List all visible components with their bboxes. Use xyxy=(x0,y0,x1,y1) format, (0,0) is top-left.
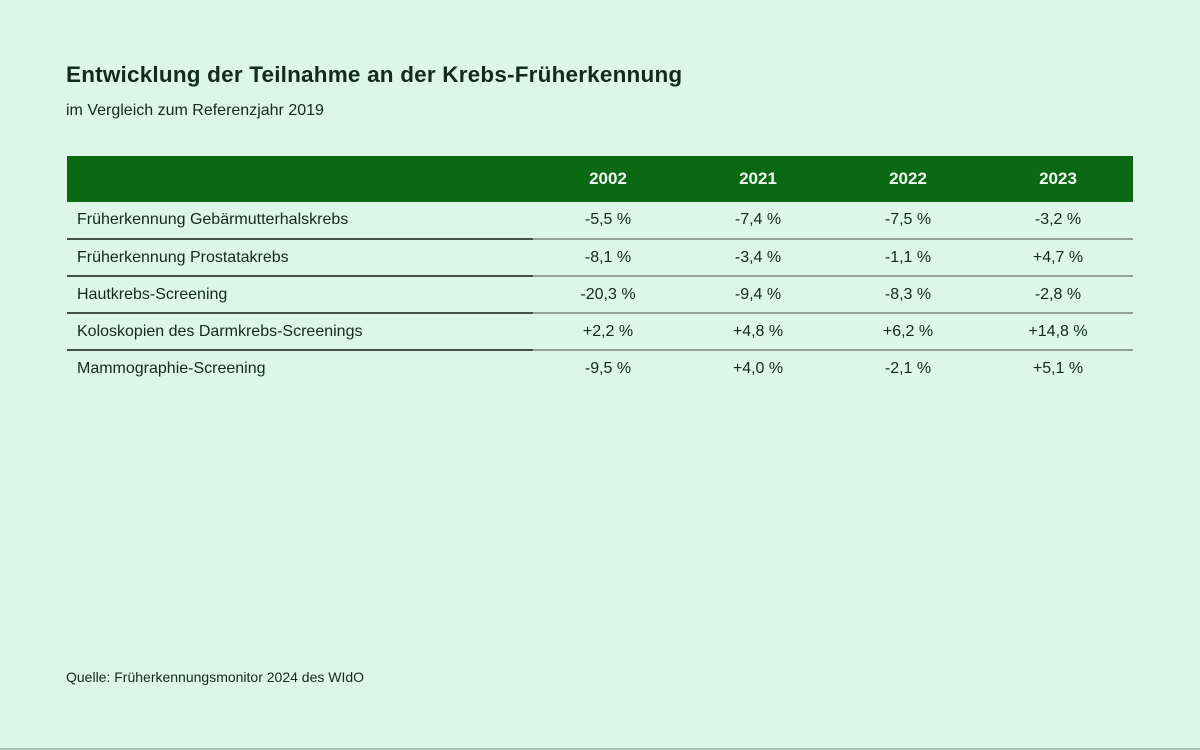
table-row: Hautkrebs-Screening -20,3 % -9,4 % -8,3 … xyxy=(67,276,1133,314)
row-value: +6,2 % xyxy=(833,313,983,351)
row-value: -20,3 % xyxy=(533,276,683,314)
row-value: +14,8 % xyxy=(983,313,1133,351)
row-value: -7,4 % xyxy=(683,202,833,240)
source-note: Quelle: Früherkennungsmonitor 2024 des W… xyxy=(66,669,365,685)
row-value: +5,1 % xyxy=(1032,360,1084,377)
row-value: -2,1 % xyxy=(884,360,932,377)
row-value: -9,4 % xyxy=(683,276,833,314)
page-subtitle: im Vergleich zum Referenzjahr 2019 xyxy=(66,102,324,119)
row-value: -9,5 % xyxy=(584,360,632,377)
column-header-empty xyxy=(67,156,533,202)
row-label: Früherkennung Gebärmutterhalskrebs xyxy=(67,202,533,240)
column-header-year: 2002 xyxy=(533,156,683,202)
column-header-year: 2023 xyxy=(983,156,1133,202)
row-value: -3,4 % xyxy=(683,239,833,277)
page-title: Entwicklung der Teilnahme an der Krebs-F… xyxy=(66,62,683,87)
row-value: +4,7 % xyxy=(983,239,1133,277)
row-value: -3,2 % xyxy=(983,202,1133,240)
column-header-year: 2021 xyxy=(683,156,833,202)
table-row: Koloskopien des Darmkrebs-Screenings +2,… xyxy=(67,313,1133,351)
column-header-year: 2022 xyxy=(833,156,983,202)
table-row: Mammographie-Screening -9,5 % +4,0 % -2,… xyxy=(67,350,1133,387)
row-value: +4,8 % xyxy=(683,313,833,351)
row-value: -8,1 % xyxy=(533,239,683,277)
row-value: +4,0 % xyxy=(732,360,784,377)
screening-participation-table: 2002 2021 2022 2023 Früherkennung Gebärm… xyxy=(67,156,1133,387)
row-value: -1,1 % xyxy=(833,239,983,277)
row-value: -7,5 % xyxy=(833,202,983,240)
table-row: Früherkennung Gebärmutterhalskrebs -5,5 … xyxy=(67,202,1133,240)
row-value: -8,3 % xyxy=(833,276,983,314)
row-value: -5,5 % xyxy=(533,202,683,240)
row-value: +2,2 % xyxy=(533,313,683,351)
bottom-edge-divider xyxy=(0,748,1200,750)
row-label: Mammographie-Screening xyxy=(77,360,266,377)
row-label: Hautkrebs-Screening xyxy=(67,276,533,314)
table-header-row: 2002 2021 2022 2023 xyxy=(67,156,1133,202)
row-value: -2,8 % xyxy=(983,276,1133,314)
row-label: Koloskopien des Darmkrebs-Screenings xyxy=(67,313,533,351)
table-row: Früherkennung Prostatakrebs -8,1 % -3,4 … xyxy=(67,239,1133,277)
row-label: Früherkennung Prostatakrebs xyxy=(67,239,533,277)
